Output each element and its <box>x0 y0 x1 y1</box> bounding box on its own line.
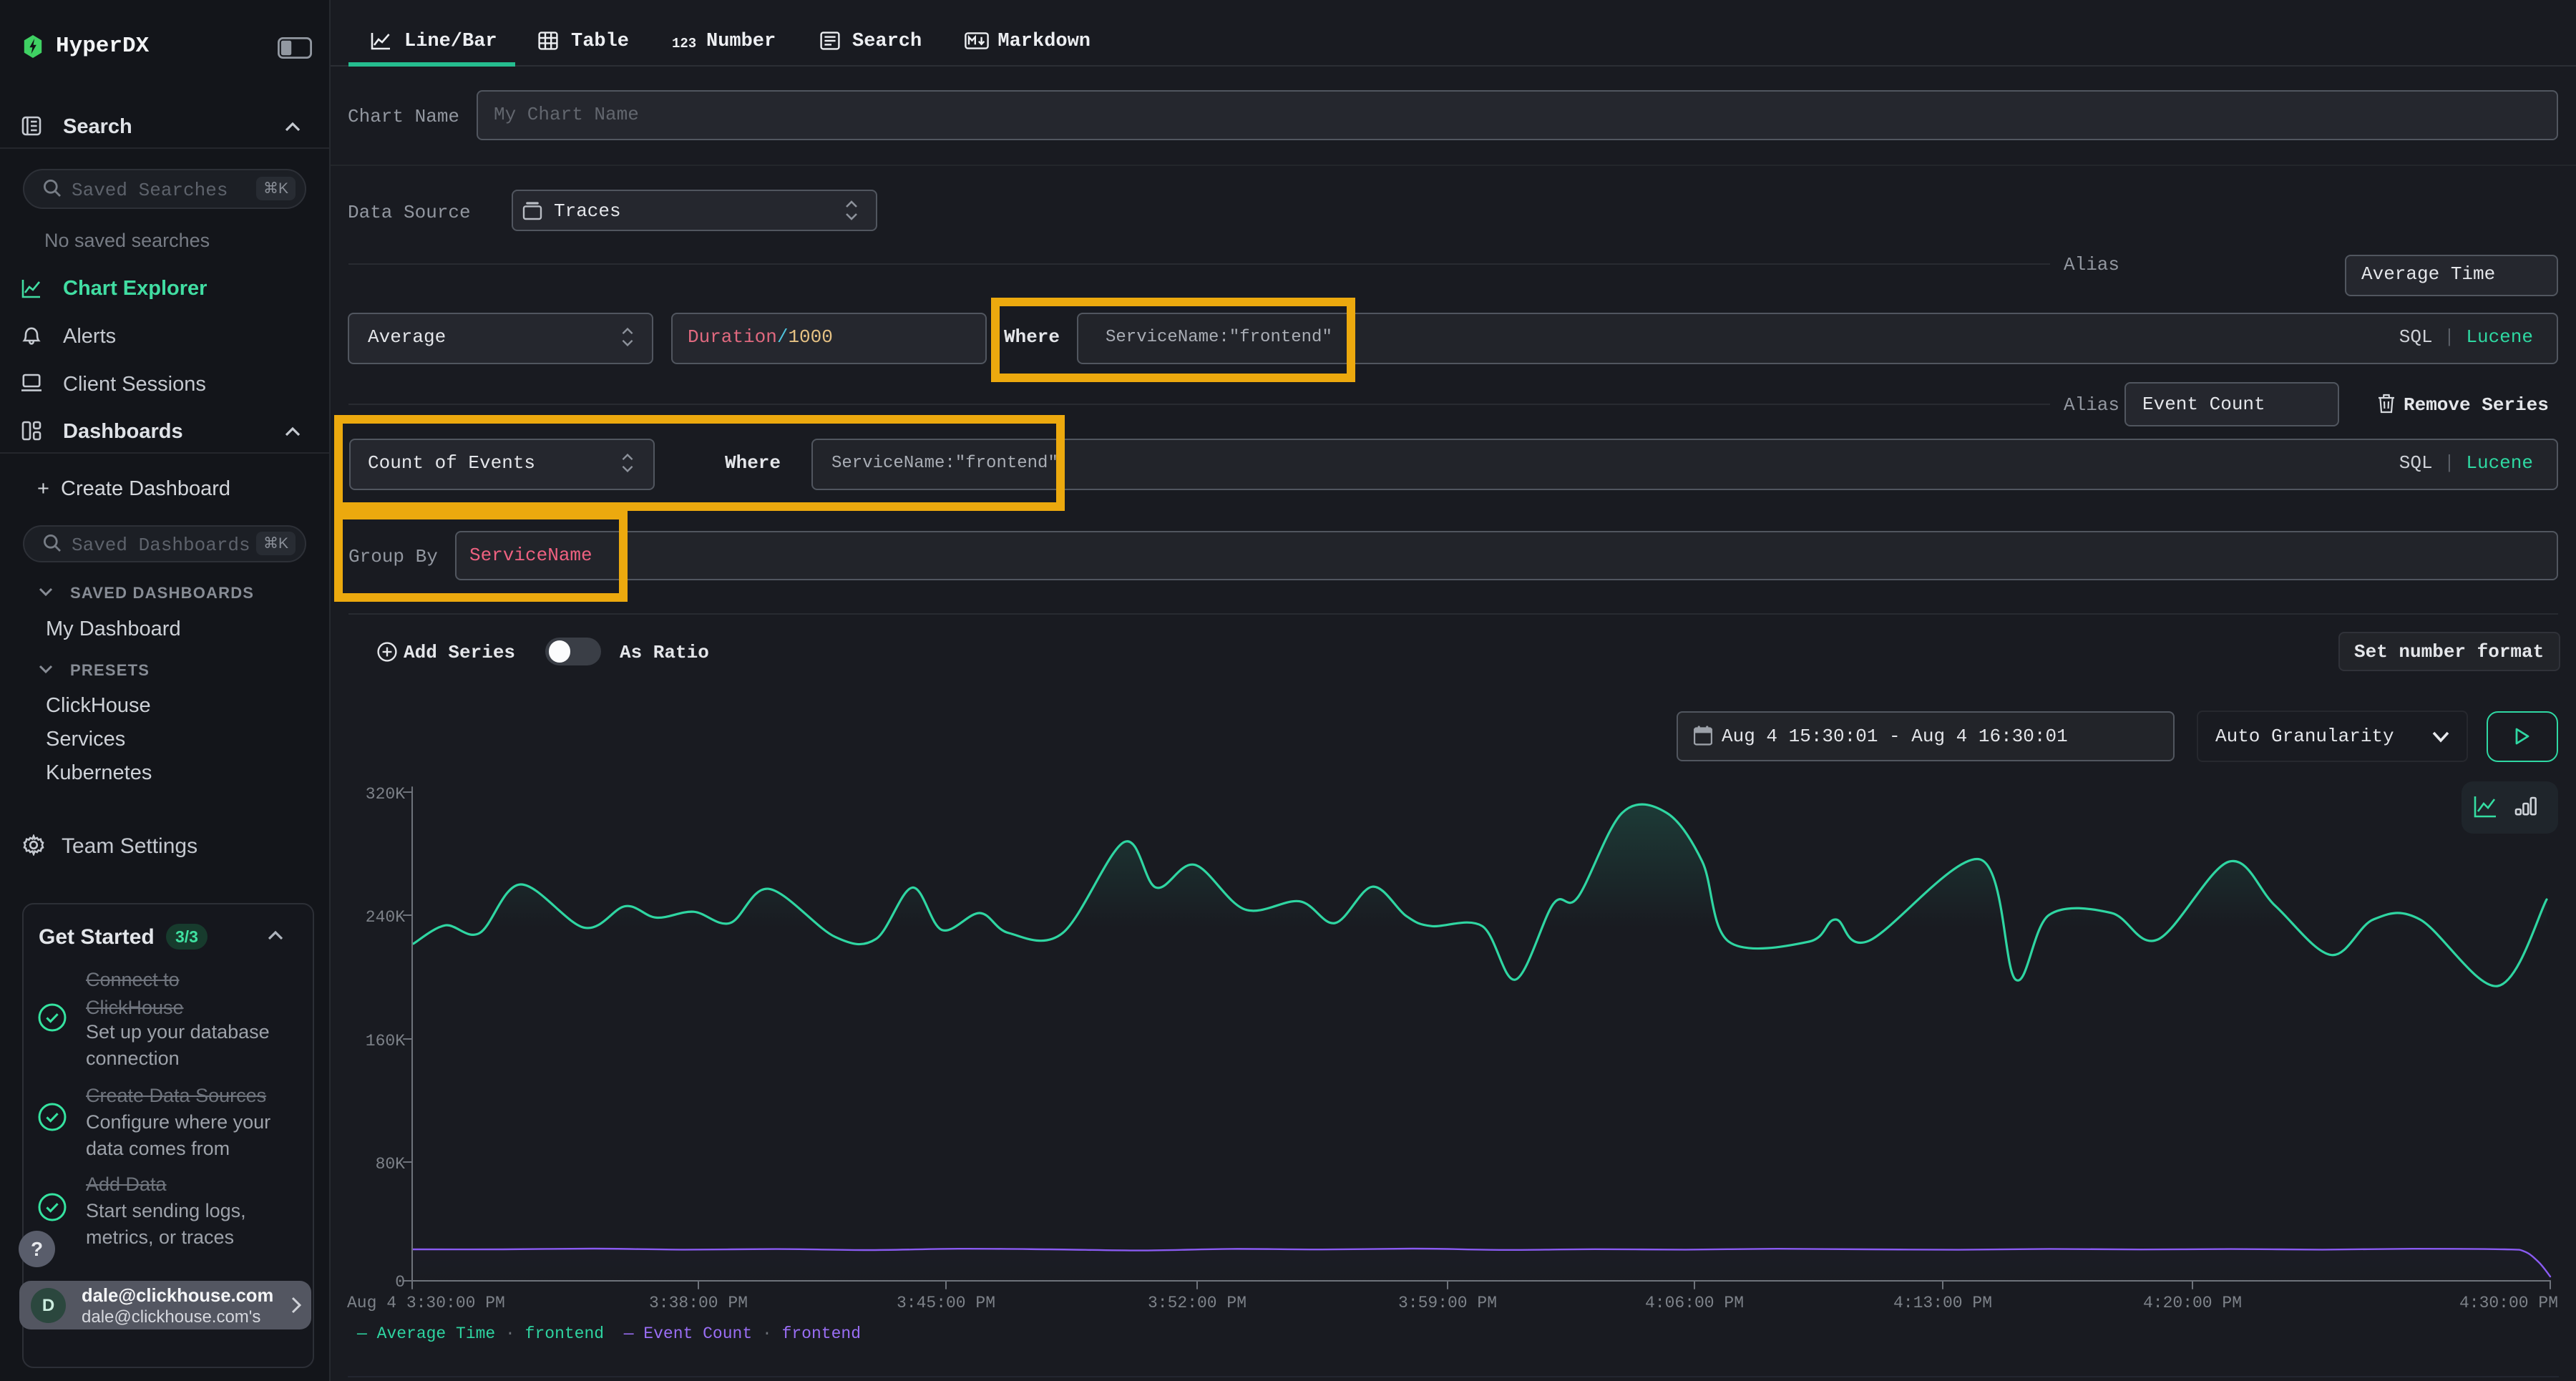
svg-text:4:06:00 PM: 4:06:00 PM <box>1645 1294 1744 1312</box>
svg-text:80K: 80K <box>376 1155 406 1173</box>
svg-text:4:13:00 PM: 4:13:00 PM <box>1893 1294 1992 1312</box>
svg-text:3:52:00 PM: 3:52:00 PM <box>1148 1294 1246 1312</box>
svg-text:4:20:00 PM: 4:20:00 PM <box>2143 1294 2242 1312</box>
svg-text:Aug 4 3:30:00 PM: Aug 4 3:30:00 PM <box>347 1294 505 1312</box>
svg-text:0: 0 <box>395 1273 405 1292</box>
svg-text:4:30:00 PM: 4:30:00 PM <box>2459 1294 2558 1312</box>
svg-text:240K: 240K <box>366 908 405 927</box>
svg-text:320K: 320K <box>366 785 405 804</box>
svg-text:3:38:00 PM: 3:38:00 PM <box>649 1294 748 1312</box>
svg-text:3:45:00 PM: 3:45:00 PM <box>897 1294 995 1312</box>
svg-text:160K: 160K <box>366 1032 405 1050</box>
svg-text:3:59:00 PM: 3:59:00 PM <box>1398 1294 1497 1312</box>
